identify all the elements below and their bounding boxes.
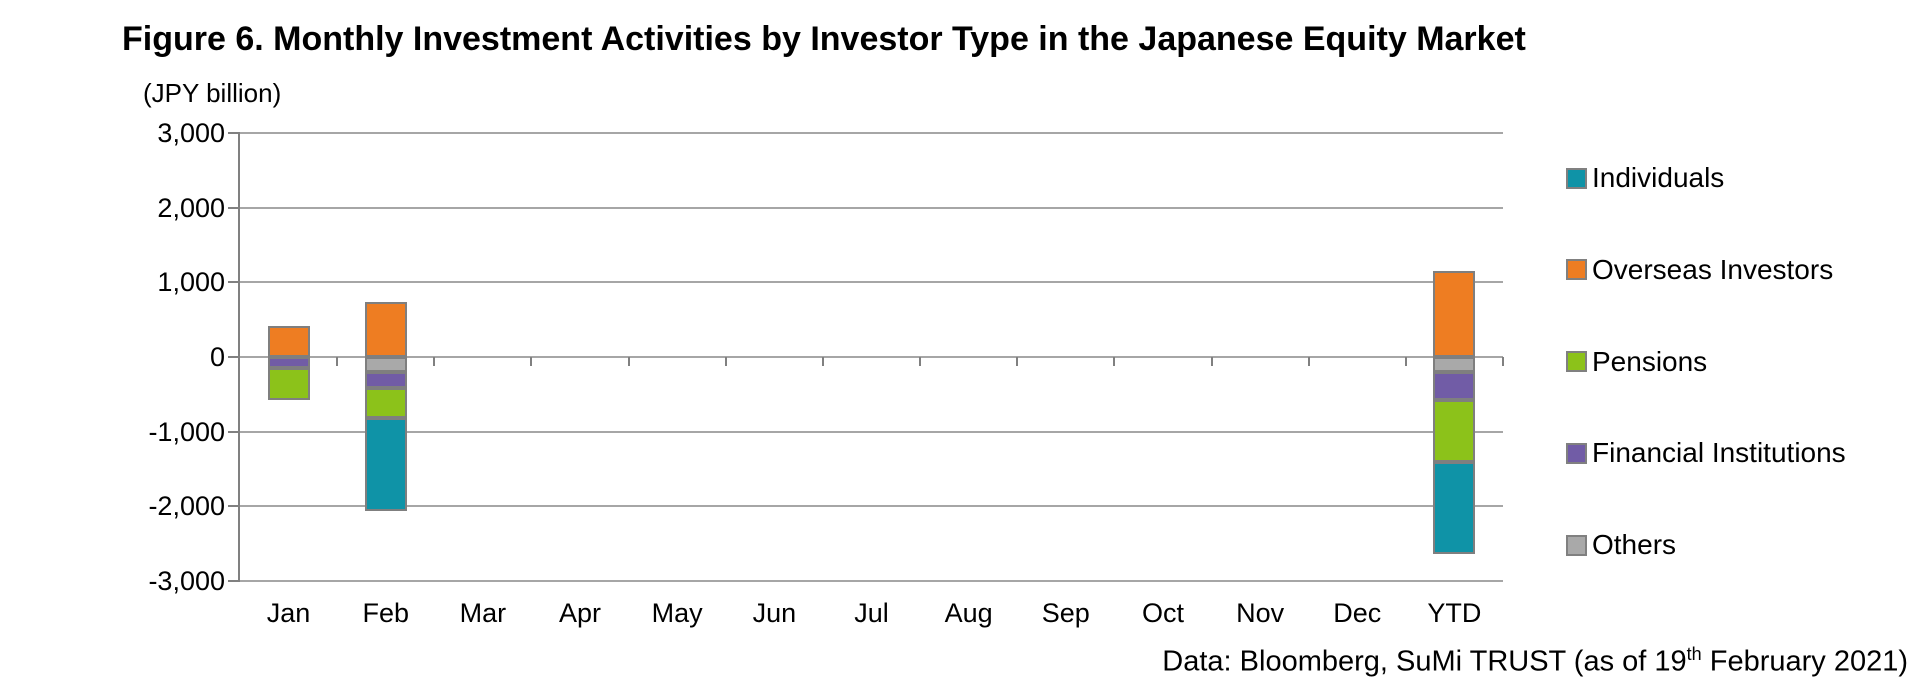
bar-segment bbox=[267, 368, 310, 401]
legend-swatch-icon bbox=[1566, 351, 1587, 372]
data-source-superscript: th bbox=[1686, 644, 1702, 664]
category-axis-tick bbox=[1307, 357, 1310, 366]
bar-segment bbox=[364, 357, 407, 372]
y-axis-tick bbox=[228, 430, 240, 433]
y-axis-label: -3,000 bbox=[148, 566, 225, 596]
gridline bbox=[240, 580, 1503, 582]
category-axis-tick bbox=[627, 357, 630, 366]
category-axis-tick bbox=[1016, 357, 1019, 366]
x-axis-label: Jan bbox=[266, 598, 311, 628]
bar-segment bbox=[267, 325, 310, 357]
legend-label: Individuals bbox=[1592, 162, 1725, 193]
x-axis-label: Aug bbox=[944, 598, 993, 628]
bar-segment bbox=[1433, 357, 1476, 372]
bar-segment bbox=[1433, 461, 1476, 555]
legend-item: Others bbox=[1566, 530, 1676, 560]
x-axis-label: Dec bbox=[1333, 598, 1382, 628]
category-axis-tick bbox=[530, 357, 533, 366]
category-axis-tick bbox=[821, 357, 824, 366]
y-axis-tick bbox=[228, 505, 240, 508]
category-axis-tick bbox=[1210, 357, 1213, 366]
bar-segment bbox=[364, 388, 407, 419]
legend-swatch-icon bbox=[1566, 534, 1587, 556]
category-axis-tick bbox=[1502, 357, 1504, 366]
x-axis-label: Jul bbox=[854, 598, 889, 628]
bar-segment bbox=[1433, 399, 1476, 462]
legend-label: Financial Institutions bbox=[1592, 437, 1846, 469]
x-axis-label: May bbox=[651, 598, 703, 628]
category-axis-tick bbox=[433, 357, 436, 366]
x-axis-label: Nov bbox=[1236, 598, 1285, 628]
data-source-text-end: February 2021) bbox=[1701, 645, 1908, 678]
legend-swatch-icon bbox=[1566, 167, 1587, 189]
x-axis-label: Feb bbox=[362, 598, 409, 628]
y-axis-label: 3,000 bbox=[157, 118, 225, 148]
gridline bbox=[240, 132, 1503, 134]
y-axis-tick bbox=[228, 580, 240, 582]
legend-label: Overseas Investors bbox=[1592, 253, 1834, 285]
legend-item: Financial Institutions bbox=[1566, 438, 1846, 468]
legend-label: Others bbox=[1592, 529, 1677, 560]
gridline bbox=[240, 281, 1503, 284]
category-axis-tick bbox=[919, 357, 922, 366]
gridline bbox=[240, 206, 1503, 209]
y-axis-tick bbox=[228, 281, 240, 284]
y-axis-label: -2,000 bbox=[148, 491, 225, 522]
legend-item: Pensions bbox=[1566, 345, 1708, 377]
category-axis-tick bbox=[1113, 357, 1116, 366]
legend-item: Individuals bbox=[1566, 163, 1724, 193]
x-axis-label: Sep bbox=[1041, 598, 1090, 628]
y-axis-unit-label: (JPY billion) bbox=[143, 78, 282, 108]
data-source-text: Data: Bloomberg, SuMi TRUST (as of 19 bbox=[1162, 645, 1687, 678]
gridline bbox=[240, 356, 1503, 358]
y-axis-tick bbox=[228, 206, 240, 209]
legend-swatch-icon bbox=[1566, 442, 1587, 464]
y-axis-label: 2,000 bbox=[157, 192, 225, 223]
x-axis-label: Apr bbox=[559, 598, 602, 628]
bar-segment bbox=[1433, 371, 1476, 400]
data-source-note: Data: Bloomberg, SuMi TRUST (as of 19th … bbox=[1162, 644, 1908, 679]
category-axis-tick bbox=[336, 357, 339, 366]
bar-segment bbox=[267, 357, 310, 369]
bar-segment bbox=[1433, 271, 1476, 357]
chart-title: Figure 6. Monthly Investment Activities … bbox=[122, 20, 1526, 58]
legend-label: Pensions bbox=[1592, 345, 1708, 377]
y-axis-label: -1,000 bbox=[148, 416, 225, 447]
x-axis-label: Jun bbox=[752, 598, 797, 628]
y-axis-label: 1,000 bbox=[157, 267, 225, 298]
x-axis-label: Oct bbox=[1141, 598, 1184, 628]
y-axis-tick bbox=[228, 356, 240, 358]
gridline bbox=[240, 505, 1503, 508]
y-axis-tick bbox=[228, 132, 240, 134]
bar-segment bbox=[364, 371, 407, 389]
legend-swatch-icon bbox=[1566, 259, 1587, 281]
category-axis-tick bbox=[1404, 357, 1407, 366]
x-axis-label: YTD bbox=[1427, 598, 1482, 628]
gridline bbox=[240, 430, 1503, 433]
plot-area bbox=[228, 132, 1504, 582]
bar-segment bbox=[364, 418, 407, 511]
legend-item: Overseas Investors bbox=[1566, 253, 1834, 285]
bar-segment bbox=[364, 302, 407, 357]
category-axis-tick bbox=[724, 357, 727, 366]
y-axis-label: 0 bbox=[209, 342, 225, 372]
x-axis-label: Mar bbox=[459, 598, 507, 628]
